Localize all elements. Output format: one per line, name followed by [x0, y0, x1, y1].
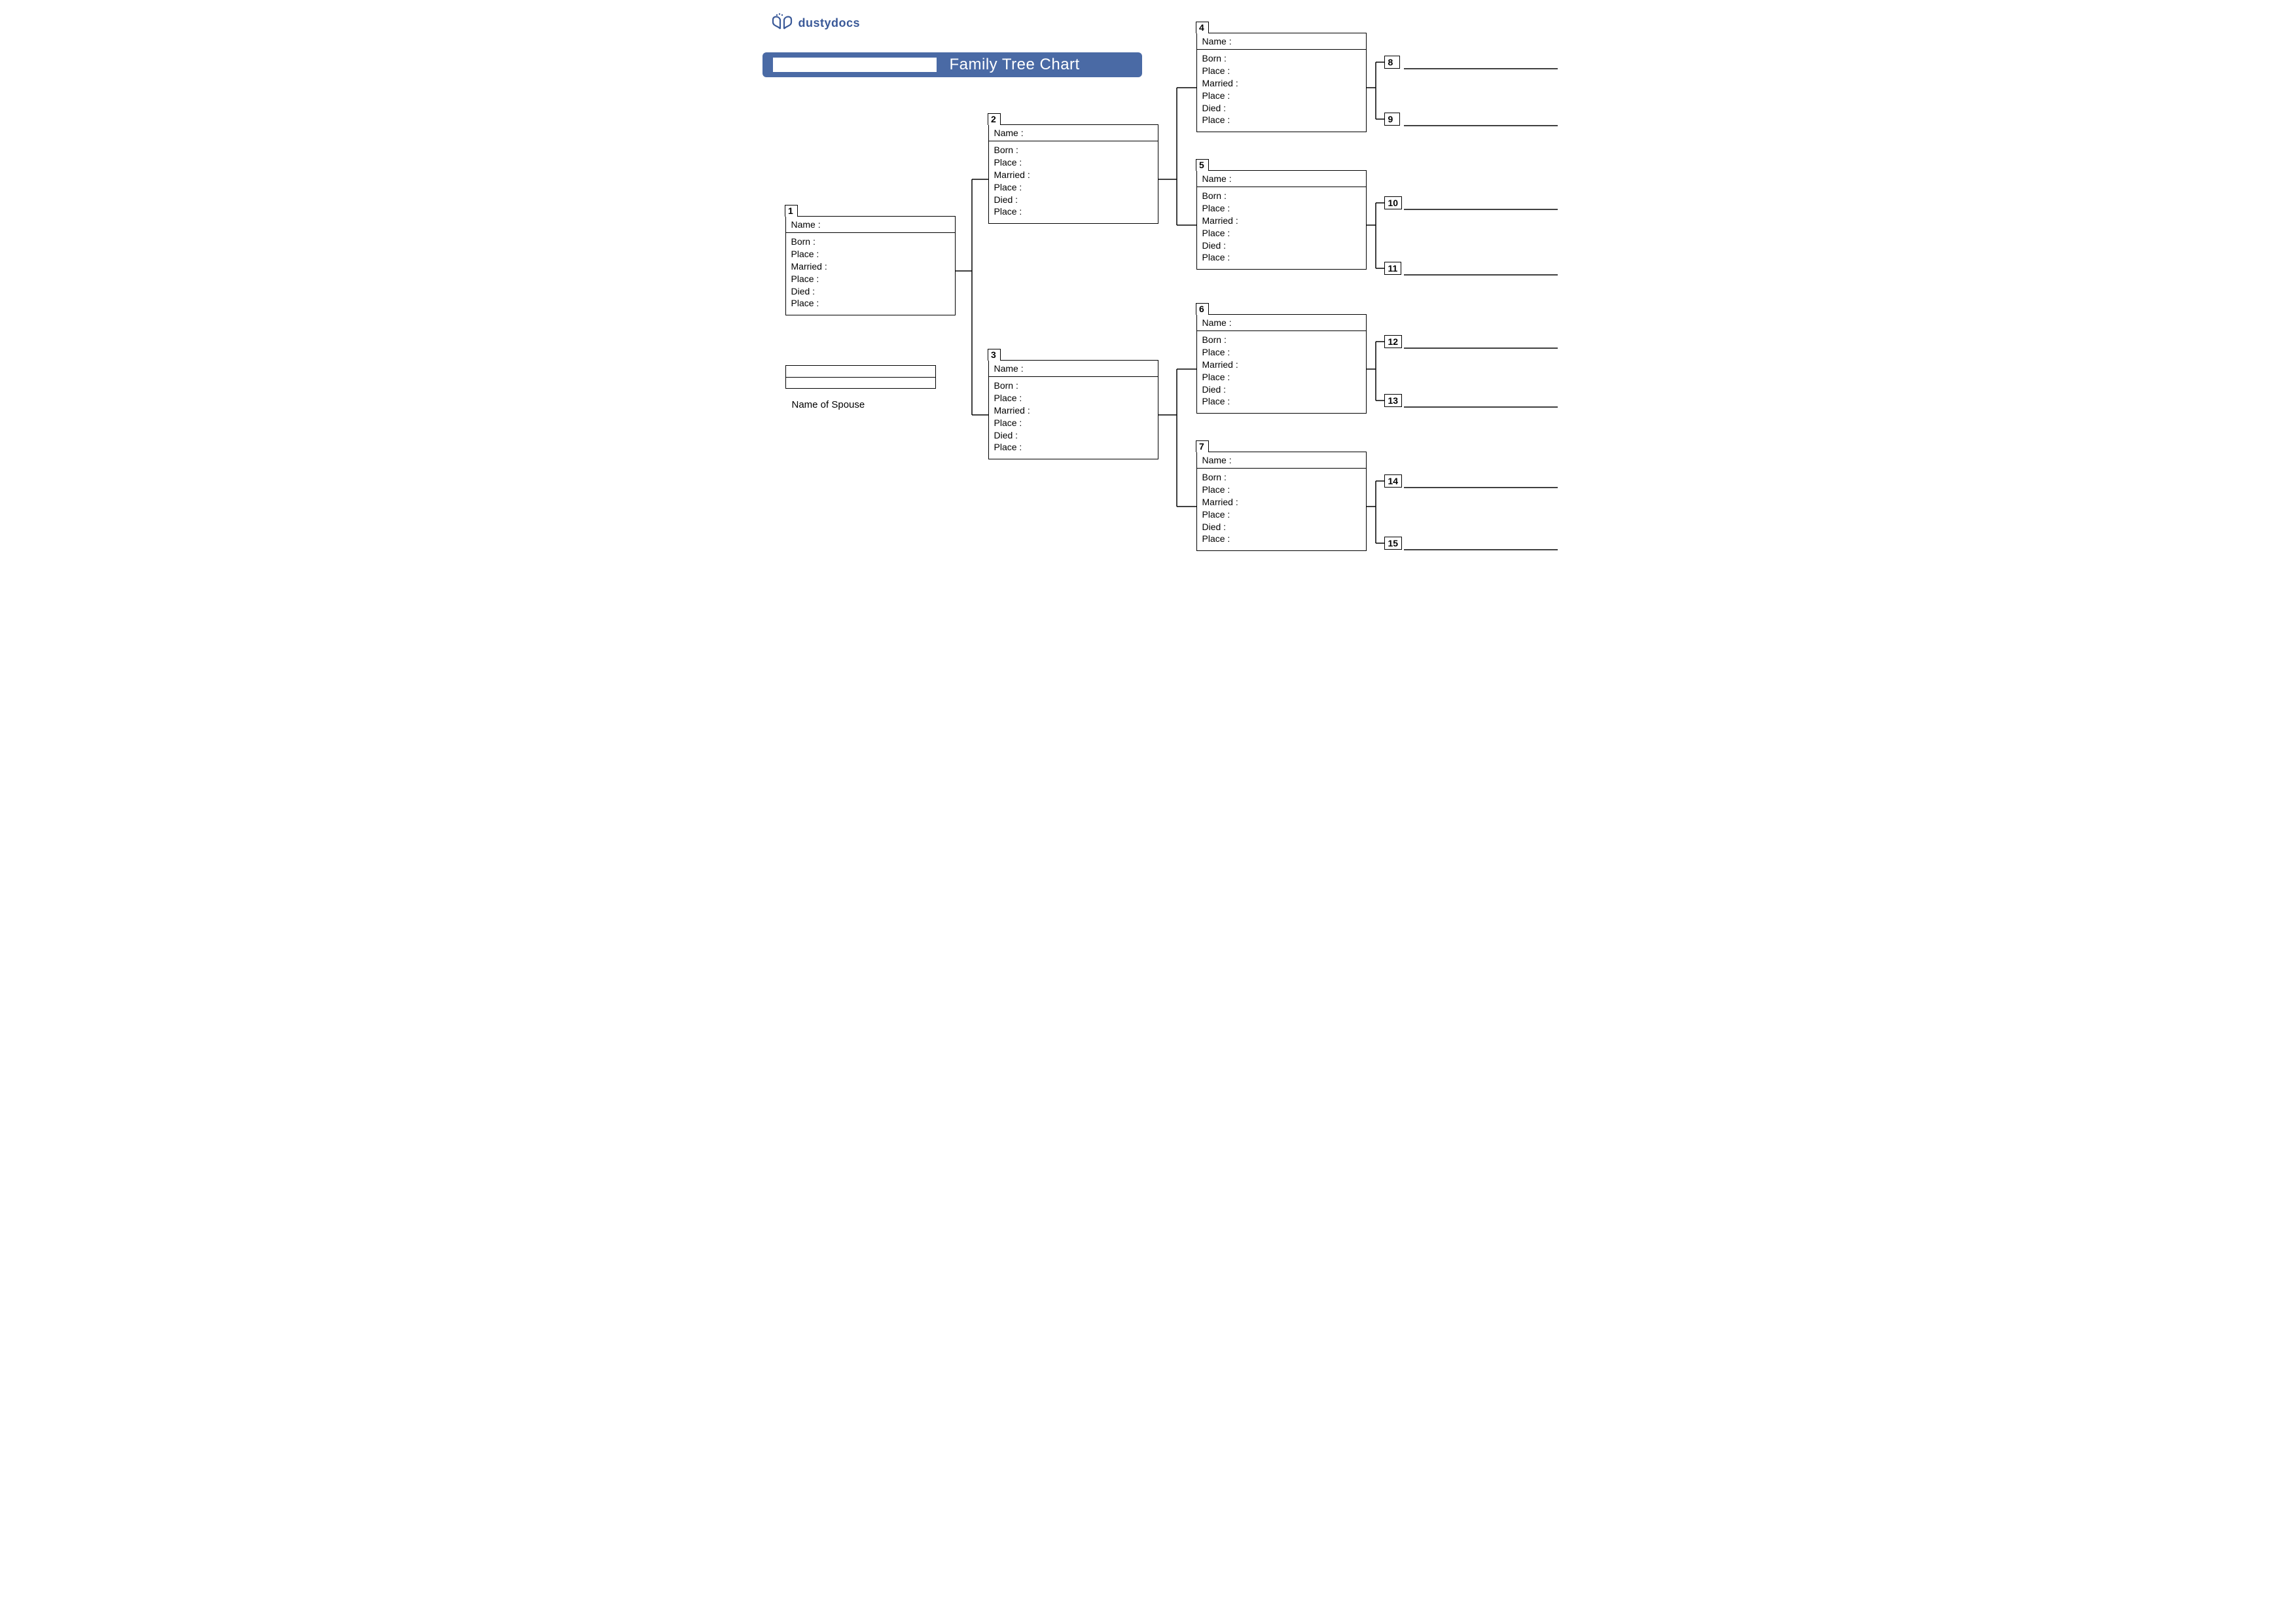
name-field[interactable]: Name : [1197, 452, 1366, 469]
card-number: 6 [1196, 303, 1209, 315]
person-card-3[interactable]: 3Name :Born :Place :Married :Place :Died… [988, 360, 1158, 459]
card-body: Born :Place :Married :Place :Died :Place… [989, 377, 1158, 459]
person-card-1[interactable]: 1Name :Born :Place :Married :Place :Died… [785, 216, 956, 315]
title-input-field[interactable] [773, 58, 937, 72]
card-body: Born :Place :Married :Place :Died :Place… [1197, 331, 1366, 413]
name-field[interactable]: Name : [1197, 171, 1366, 187]
person-card-5[interactable]: 5Name :Born :Place :Married :Place :Died… [1196, 170, 1367, 270]
person-card-4[interactable]: 4Name :Born :Place :Married :Place :Died… [1196, 33, 1367, 132]
person-card-2[interactable]: 2Name :Born :Place :Married :Place :Died… [988, 124, 1158, 224]
name-field[interactable]: Name : [786, 217, 955, 233]
person-num-15[interactable]: 15 [1384, 537, 1403, 550]
card-number: 7 [1196, 440, 1209, 452]
logo-icon [771, 13, 793, 33]
person-num-10[interactable]: 10 [1384, 196, 1403, 209]
person-card-7[interactable]: 7Name :Born :Place :Married :Place :Died… [1196, 452, 1367, 551]
card-number: 1 [785, 205, 798, 217]
card-body: Born :Place :Married :Place :Died :Place… [786, 233, 955, 315]
name-field[interactable]: Name : [1197, 315, 1366, 331]
card-number: 2 [988, 113, 1001, 125]
card-body: Born :Place :Married :Place :Died :Place… [1197, 469, 1366, 550]
person-num-14[interactable]: 14 [1384, 474, 1403, 488]
spouse-label: Name of Spouse [792, 399, 865, 410]
brand-logo: dustydocs [771, 13, 861, 33]
name-field[interactable]: Name : [1197, 33, 1366, 50]
card-number: 3 [988, 349, 1001, 361]
person-card-6[interactable]: 6Name :Born :Place :Married :Place :Died… [1196, 314, 1367, 414]
card-number: 5 [1196, 159, 1209, 171]
title-bar: Family Tree Chart [762, 52, 1142, 77]
brand-name: dustydocs [798, 16, 861, 30]
name-field[interactable]: Name : [989, 361, 1158, 377]
card-body: Born :Place :Married :Place :Died :Place… [1197, 50, 1366, 132]
chart-title: Family Tree Chart [950, 56, 1080, 74]
name-field[interactable]: Name : [989, 125, 1158, 141]
person-num-11[interactable]: 11 [1384, 262, 1402, 275]
card-body: Born :Place :Married :Place :Died :Place… [1197, 187, 1366, 269]
person-num-8[interactable]: 8 [1384, 56, 1400, 69]
card-body: Born :Place :Married :Place :Died :Place… [989, 141, 1158, 223]
person-num-12[interactable]: 12 [1384, 335, 1403, 348]
person-num-9[interactable]: 9 [1384, 113, 1400, 126]
card-number: 4 [1196, 22, 1209, 33]
person-num-13[interactable]: 13 [1384, 394, 1403, 407]
spouse-box[interactable] [785, 365, 936, 389]
